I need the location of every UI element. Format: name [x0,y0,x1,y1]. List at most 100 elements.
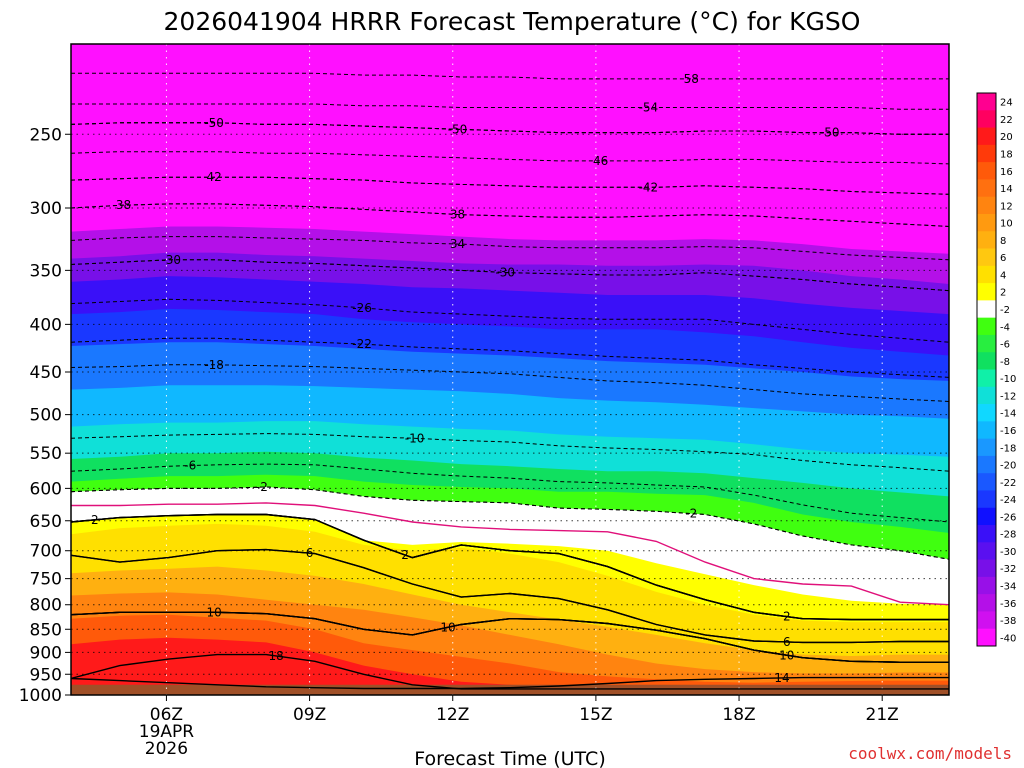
x-tick-label: 21Z [866,705,899,725]
y-tick-label: 700 [30,542,62,562]
contour-label: 18 [269,649,284,663]
y-tick-label: 950 [30,665,62,685]
contour-line-freezing [71,502,949,606]
contour-label: -30 [161,253,181,267]
x-axis-label: Forecast Time (UTC) [414,748,605,768]
grid-lines [71,44,949,695]
band-20c [71,637,949,695]
x-date-label: 19APR [139,722,195,742]
colorbar-swatch [977,542,996,560]
contour-label: 38 [450,207,465,221]
plot-frame [70,43,950,696]
y-tick-label: 300 [30,199,62,219]
x-tick-label: 15Z [579,705,612,725]
colorbar-tick-label: -10 [1000,374,1016,385]
y-tick-label: 250 [30,125,62,145]
colorbar-tick-label: -20 [1000,461,1016,472]
contour-label: -42 [639,180,659,194]
contour-line--54 [71,103,949,110]
contour-line-46 [71,151,949,165]
colorbar-swatch [977,559,996,578]
contour-label: 58 [684,72,699,86]
colorbar-swatch [977,386,996,405]
colorbar-swatch [977,213,996,232]
colorbar-swatch [977,317,996,336]
colorbar-tick-label: 8 [1000,236,1006,247]
y-axis: 250 300 350 400 450 500 550 600 650 700 750 800 850 9… [19,125,71,706]
contour-label: 6 [306,546,314,560]
colorbar-frame [976,92,997,647]
colorbar-tick-label: -16 [1000,426,1016,437]
contour-line-58 [71,72,949,80]
contour-label: -2 [256,480,268,494]
contour-label: -6 [184,459,196,473]
contour-label: -18 [204,358,224,372]
colorbar-swatch [977,455,996,474]
contour-label: -26 [352,301,372,315]
colorbar-swatch [977,576,996,595]
colorbar-swatch [977,473,996,491]
colorbar-swatch [977,162,996,180]
y-tick-label: 550 [30,444,62,464]
y-tick-label: 650 [30,512,62,532]
colorbar-tick-label: -36 [1000,599,1016,610]
colorbar-tick-label: 6 [1000,253,1006,264]
y-tick-label: 1000 [19,686,62,706]
colorbar-tick-label: -24 [1000,495,1016,506]
colorbar-tick-label: -12 [1000,391,1016,402]
ground-strip [71,684,949,695]
colorbar-tick-label: 14 [1000,184,1013,195]
contour-label: 10 [207,605,222,619]
contour-line-2 [71,513,949,621]
contour-label: -22 [352,337,372,351]
colorbar-swatch [977,300,996,319]
x-tick-label: 18Z [722,705,755,725]
contour-label: -50 [204,116,224,130]
colorbar-swatch [977,369,996,388]
contour-label: 42 [207,170,222,184]
colorbar-swatch [977,352,996,370]
contour-line-18 [71,653,949,690]
colorbar-tick-label: -8 [1000,357,1010,368]
y-tick-label: 350 [30,261,62,281]
colorbar-tick-label: -28 [1000,530,1016,541]
colorbar-tick-label: 10 [1000,219,1013,230]
colorbar-swatch [977,421,996,440]
contour-label: -30 [495,265,515,279]
colorbar-swatch [977,248,996,267]
y-tick-label: 450 [30,363,62,383]
colorbar-tick-label: 2 [1000,288,1006,299]
x-tick-label: 09Z [293,705,326,725]
colorbar-swatch [977,265,996,284]
y-tick-label: 600 [30,479,62,499]
colorbar-tick-label: -6 [1000,340,1010,351]
colorbar-tick-label: 20 [1000,132,1013,143]
x-tick-label: 06Z [150,705,183,725]
contour-line-14 [71,676,949,690]
contour-label: -50 [820,126,840,140]
colorbar-swatch [977,127,996,146]
colorbar-swatch [977,628,996,647]
colorbar-swatch [977,334,996,353]
temperature-contours [71,72,949,690]
y-tick-label: 900 [30,643,62,663]
colorbar-tick-label: -40 [1000,633,1016,644]
colorbar-tick-label: -14 [1000,409,1016,420]
colorbar-tick-label: -22 [1000,478,1016,489]
colorbar-tick-label: 16 [1000,167,1013,178]
colorbar-swatch [977,93,996,111]
colorbar-tick-label: 12 [1000,201,1013,212]
contour-label: 10 [440,620,455,634]
contour-label: 2 [91,513,99,527]
plot-area: 141810101066222-2-2-6-10-18-22-26-30-303… [70,43,950,696]
colorbar-tick-label: 18 [1000,149,1013,160]
contour-label: 38 [116,198,131,212]
contour-label: 2 [783,610,791,624]
colorbar-tick-label: 24 [1000,98,1013,109]
contour-label: 34 [450,237,465,251]
contour-label: -10 [405,431,425,445]
colorbar-swatch [977,283,996,301]
contour-label: 6 [783,635,791,649]
contour-label: 14 [774,671,789,685]
